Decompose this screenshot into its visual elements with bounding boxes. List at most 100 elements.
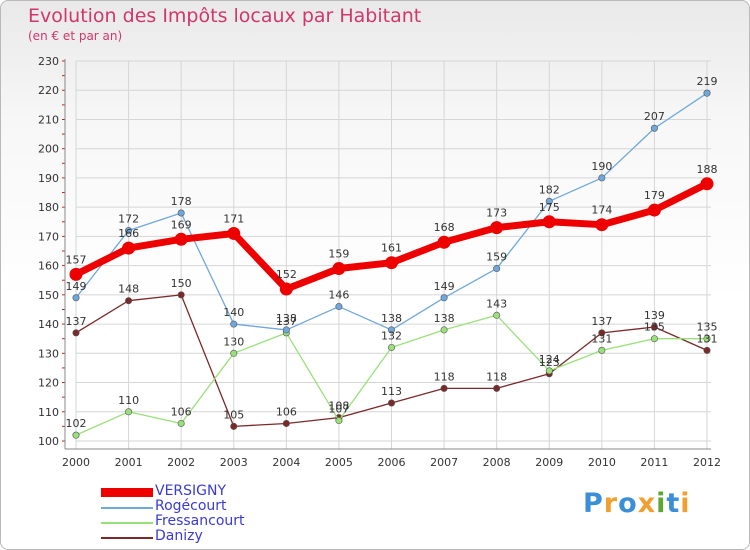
data-point-danizy xyxy=(177,291,185,299)
data-point-rogecourt xyxy=(335,303,343,311)
data-label-danizy: 118 xyxy=(434,370,455,383)
y-tick-label: 140 xyxy=(38,318,59,331)
data-point-danizy xyxy=(440,384,448,392)
logo-letter: i xyxy=(680,488,691,519)
data-label-danizy: 148 xyxy=(118,283,139,296)
x-tick-label: 2012 xyxy=(693,456,721,469)
x-tick-label: 2004 xyxy=(272,456,300,469)
chart-title: Evolution des Impôts locaux par Habitant xyxy=(28,5,422,27)
data-point-fressancourt xyxy=(440,326,448,334)
legend-label-danizy: Danizy xyxy=(155,528,203,544)
data-point-rogecourt xyxy=(493,265,501,273)
data-label-fressancourt: 102 xyxy=(66,417,87,430)
data-label-danizy: 106 xyxy=(276,405,297,418)
data-label-versigny: 179 xyxy=(644,189,665,202)
data-point-rogecourt xyxy=(598,174,606,182)
data-point-versigny xyxy=(700,177,714,191)
y-tick-label: 190 xyxy=(38,172,59,185)
y-tick-label: 120 xyxy=(38,377,59,390)
data-point-versigny xyxy=(542,215,556,229)
data-label-danizy: 113 xyxy=(381,385,402,398)
data-point-versigny xyxy=(227,226,241,240)
data-label-rogecourt: 219 xyxy=(697,75,718,88)
data-point-fressancourt xyxy=(177,419,185,427)
series-layer xyxy=(69,89,714,439)
data-label-danizy: 123 xyxy=(539,356,560,369)
data-label-fressancourt: 137 xyxy=(276,315,297,328)
data-label-fressancourt: 132 xyxy=(381,329,402,342)
y-tick-label: 220 xyxy=(38,84,59,97)
legend-label-fressancourt: Fressancourt xyxy=(155,513,245,529)
data-label-versigny: 188 xyxy=(697,163,718,176)
data-label-danizy: 105 xyxy=(223,408,244,421)
logo-letter: x xyxy=(637,488,657,519)
proxiti-logo: Proxiti xyxy=(583,488,691,519)
y-tick-label: 130 xyxy=(38,347,59,360)
data-point-danizy xyxy=(72,329,80,337)
y-tick-label: 160 xyxy=(38,260,59,273)
data-point-danizy xyxy=(598,329,606,337)
data-label-versigny: 168 xyxy=(434,221,455,234)
x-tick-label: 2002 xyxy=(167,456,195,469)
x-tick-label: 2003 xyxy=(220,456,248,469)
data-label-fressancourt: 135 xyxy=(697,321,718,334)
data-label-rogecourt: 190 xyxy=(591,160,612,173)
y-tick-label: 180 xyxy=(38,201,59,214)
data-label-versigny: 174 xyxy=(591,204,612,217)
data-label-fressancourt: 135 xyxy=(644,321,665,334)
data-point-fressancourt xyxy=(335,417,343,425)
x-tick-label: 2011 xyxy=(640,456,668,469)
data-label-danizy: 108 xyxy=(328,400,349,413)
legend-swatch-rogecourt xyxy=(101,507,153,509)
data-label-rogecourt: 149 xyxy=(66,280,87,293)
logo-letter: i xyxy=(656,488,667,519)
data-point-fressancourt xyxy=(650,335,658,343)
data-point-rogecourt xyxy=(230,320,238,328)
data-point-danizy xyxy=(703,346,711,354)
x-tick-label: 2006 xyxy=(378,456,406,469)
data-point-danizy xyxy=(230,422,238,430)
x-tick-label: 2007 xyxy=(430,456,458,469)
logo-letter: P xyxy=(583,488,604,519)
legend-label-rogecourt: Rogécourt xyxy=(155,498,227,514)
data-label-fressancourt: 110 xyxy=(118,394,139,407)
logo-letter: r xyxy=(603,488,619,519)
data-point-versigny xyxy=(332,262,346,276)
data-point-fressancourt xyxy=(230,349,238,357)
data-label-fressancourt: 130 xyxy=(223,335,244,348)
y-tick-label: 230 xyxy=(38,55,59,68)
chart-subtitle: (en € et par an) xyxy=(28,29,123,43)
x-tick-label: 2009 xyxy=(535,456,563,469)
data-label-rogecourt: 207 xyxy=(644,110,665,123)
logo-letter: o xyxy=(618,488,638,519)
legend-label-versigny: VERSIGNY xyxy=(155,483,227,499)
y-tick-label: 110 xyxy=(38,406,59,419)
data-label-rogecourt: 138 xyxy=(381,312,402,325)
data-label-versigny: 161 xyxy=(381,242,402,255)
data-label-rogecourt: 178 xyxy=(171,195,192,208)
data-label-versigny: 152 xyxy=(276,268,297,281)
data-point-danizy xyxy=(493,384,501,392)
y-tick-label: 170 xyxy=(38,230,59,243)
data-label-versigny: 159 xyxy=(328,248,349,261)
data-label-rogecourt: 149 xyxy=(434,280,455,293)
data-point-fressancourt xyxy=(598,346,606,354)
data-point-rogecourt xyxy=(387,326,395,334)
data-label-danizy: 118 xyxy=(486,370,507,383)
data-point-rogecourt xyxy=(125,227,133,235)
legend-swatch-danizy xyxy=(101,537,153,539)
data-point-versigny xyxy=(279,282,293,296)
data-point-fressancourt xyxy=(703,335,711,343)
legend-swatch-fressancourt xyxy=(101,522,153,524)
data-point-fressancourt xyxy=(493,311,501,319)
data-point-rogecourt xyxy=(703,89,711,97)
data-point-versigny xyxy=(122,241,136,255)
data-point-rogecourt xyxy=(177,209,185,217)
data-point-rogecourt xyxy=(72,294,80,302)
data-point-fressancourt xyxy=(545,367,553,375)
data-label-rogecourt: 138 xyxy=(276,312,297,325)
y-tick-label: 150 xyxy=(38,289,59,302)
data-label-danizy: 137 xyxy=(591,315,612,328)
